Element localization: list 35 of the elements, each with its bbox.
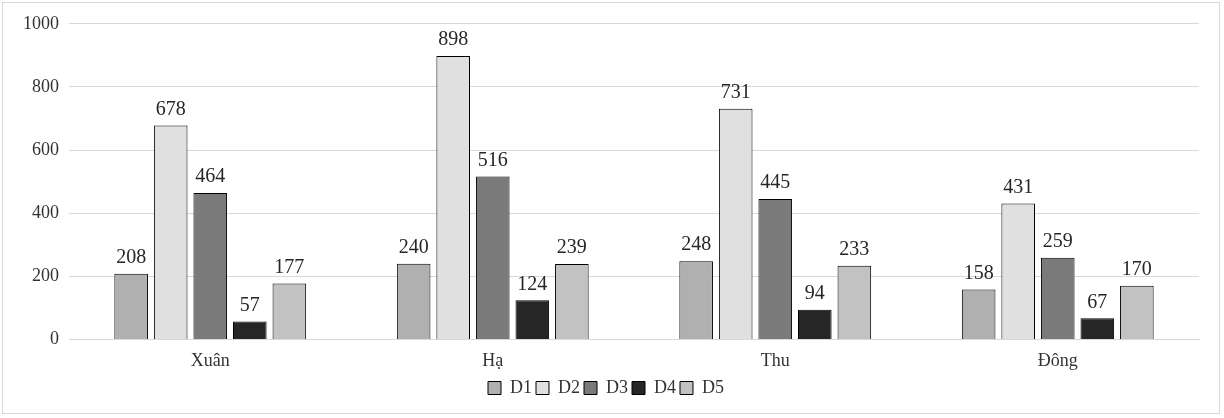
y-tick-label: 0 <box>50 328 59 349</box>
data-label: 464 <box>195 164 226 187</box>
data-label: 240 <box>398 234 429 257</box>
data-label: 57 <box>239 292 260 315</box>
data-label: 208 <box>116 245 147 268</box>
x-tick-label: Đông <box>1037 349 1078 370</box>
data-label: 731 <box>720 79 751 102</box>
data-label: 239 <box>556 235 587 258</box>
y-tick-label: 200 <box>32 265 59 286</box>
legend-label: D4 <box>654 376 676 397</box>
legend-label: D2 <box>558 376 580 397</box>
y-tick-label: 800 <box>32 75 59 96</box>
y-tick-label: 600 <box>32 138 59 159</box>
data-label: 248 <box>681 232 712 255</box>
data-label: 431 <box>1003 174 1034 197</box>
data-label: 67 <box>1087 289 1108 312</box>
data-label: 898 <box>438 27 469 50</box>
data-label: 516 <box>477 147 508 170</box>
data-label: 678 <box>155 96 186 119</box>
data-label: 94 <box>804 280 825 303</box>
legend-label: D5 <box>702 376 724 397</box>
y-tick-label: 1000 <box>23 12 59 33</box>
legend-label: D1 <box>510 376 532 397</box>
x-tick-label: Thu <box>760 349 790 370</box>
data-label: 259 <box>1042 228 1073 251</box>
x-tick-label: Xuân <box>190 349 230 370</box>
data-label: 170 <box>1121 257 1152 279</box>
data-label: 233 <box>839 237 870 260</box>
data-label: 158 <box>963 260 994 283</box>
data-label: 124 <box>517 271 548 294</box>
x-tick-label: Hạ <box>482 349 504 370</box>
data-label: 445 <box>760 170 791 193</box>
y-tick-label: 400 <box>32 201 59 222</box>
data-label: 177 <box>274 254 305 277</box>
legend-label: D3 <box>606 376 628 397</box>
